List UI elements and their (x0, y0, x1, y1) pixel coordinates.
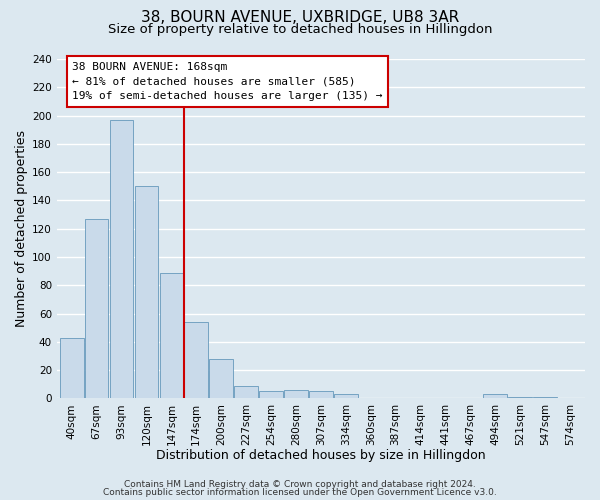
Bar (160, 272, 183, 398)
Bar (85, 219, 109, 398)
Text: 38 BOURN AVENUE: 168sqm
← 81% of detached houses are smaller (585)
19% of semi-d: 38 BOURN AVENUE: 168sqm ← 81% of detache… (72, 62, 383, 102)
Bar (209, 359, 233, 399)
Bar (484, 394, 507, 398)
Bar (259, 392, 283, 398)
X-axis label: Distribution of detached houses by size in Hillingdon: Distribution of detached houses by size … (156, 450, 486, 462)
Bar (60, 338, 83, 398)
Bar (309, 392, 333, 398)
Text: 38, BOURN AVENUE, UXBRIDGE, UB8 3AR: 38, BOURN AVENUE, UXBRIDGE, UB8 3AR (141, 10, 459, 25)
Bar (508, 397, 532, 398)
Bar (334, 394, 358, 398)
Text: Contains public sector information licensed under the Open Government Licence v3: Contains public sector information licen… (103, 488, 497, 497)
Bar (284, 390, 308, 398)
Y-axis label: Number of detached properties: Number of detached properties (15, 130, 28, 327)
Text: Size of property relative to detached houses in Hillingdon: Size of property relative to detached ho… (108, 22, 492, 36)
Bar (184, 322, 208, 398)
Bar (235, 386, 258, 398)
Bar (110, 120, 133, 398)
Text: Contains HM Land Registry data © Crown copyright and database right 2024.: Contains HM Land Registry data © Crown c… (124, 480, 476, 489)
Bar (134, 186, 158, 398)
Bar (533, 397, 557, 398)
